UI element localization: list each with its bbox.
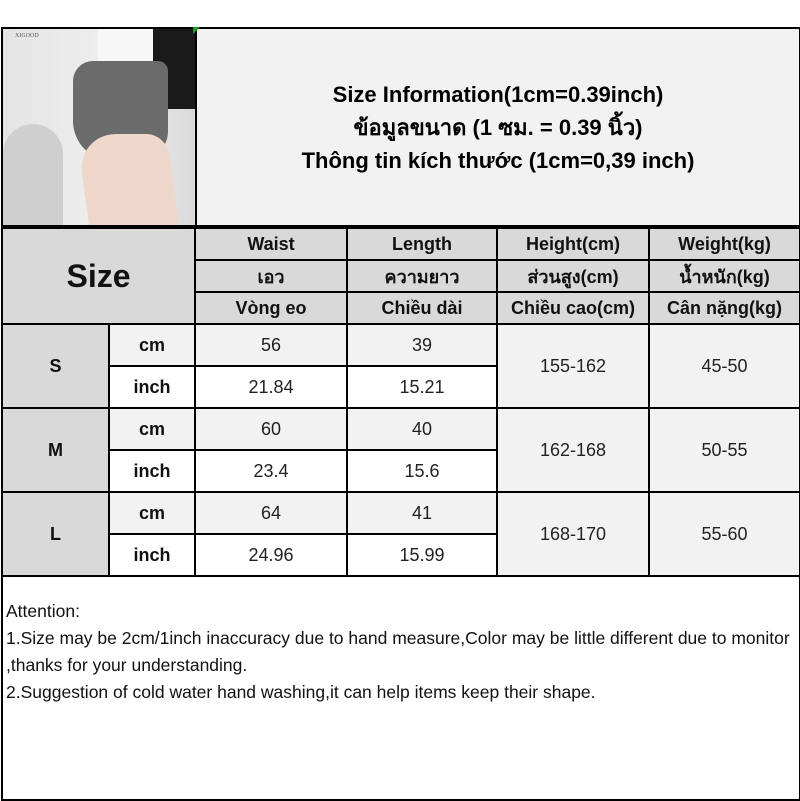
table-row: inch 23.4 15.6: [3, 449, 799, 493]
unit-label: inch: [109, 533, 196, 577]
weight-cell: 50-55: [648, 407, 799, 493]
title-english: Size Information(1cm=0.39inch): [332, 81, 664, 107]
column-header: Length: [346, 227, 498, 261]
column-header: Vòng eo: [195, 291, 348, 325]
length-cell: 39: [346, 323, 498, 367]
column-header: Waist: [194, 227, 348, 261]
table-row: M cm 60 40 162-168 50-55: [3, 407, 799, 493]
attention-heading: Attention:: [6, 601, 80, 621]
unit-label: cm: [108, 323, 196, 367]
length-cell: 40: [346, 407, 498, 451]
size-label: L: [3, 491, 110, 577]
watermark: XIGOOD: [15, 33, 39, 39]
attention-note: 2.Suggestion of cold water hand washing,…: [6, 682, 596, 702]
unit-label: cm: [108, 491, 196, 535]
column-header: Height(cm): [496, 227, 650, 261]
weight-cell: 45-50: [648, 323, 799, 409]
header-section: XIGOOD Size Information(1cm=0.39inch) ข้…: [3, 29, 799, 227]
unit-label: inch: [109, 365, 196, 409]
size-table: Size Waist Length Height(cm) Weight(kg) …: [3, 227, 799, 577]
waist-cell: 24.96: [194, 533, 348, 577]
weight-cell: 55-60: [648, 491, 799, 577]
column-header: ความยาว: [346, 259, 498, 293]
column-header: น้ำหนัก(kg): [648, 259, 799, 293]
size-label: S: [3, 323, 110, 409]
length-cell: 41: [346, 491, 498, 535]
table-row: L cm 64 41 168-170 55-60: [3, 491, 799, 577]
title-thai: ข้อมูลขนาด (1 ซม. = 0.39 นิ้ว): [353, 114, 643, 140]
length-cell: 15.21: [346, 365, 497, 409]
title-vietnamese: Thông tin kích thước (1cm=0,39 inch): [301, 147, 695, 173]
column-header: Chiều dài: [346, 291, 498, 325]
attention-note: 1.Size may be 2cm/1inch inaccuracy due t…: [6, 628, 790, 675]
size-chart: XIGOOD Size Information(1cm=0.39inch) ข้…: [1, 27, 800, 801]
height-cell: 162-168: [496, 407, 650, 493]
waist-cell: 56: [194, 323, 348, 367]
corner-marker: [193, 27, 200, 34]
table-row: inch 24.96 15.99: [3, 533, 799, 577]
unit-label: inch: [109, 449, 196, 493]
size-label: M: [3, 407, 110, 493]
column-header: เอว: [195, 259, 348, 293]
column-header: Weight(kg): [648, 227, 799, 261]
waist-cell: 64: [194, 491, 348, 535]
header-row-vietnamese: Vòng eo Chiều dài Chiều cao(cm) Cân nặng…: [3, 291, 799, 325]
column-header: ส่วนสูง(cm): [496, 259, 650, 293]
length-cell: 15.99: [346, 533, 497, 577]
product-photo: XIGOOD: [3, 29, 197, 225]
length-cell: 15.6: [346, 449, 497, 493]
waist-cell: 60: [194, 407, 348, 451]
table-row: S cm 56 39 155-162 45-50: [3, 323, 799, 409]
unit-label: cm: [108, 407, 196, 451]
height-cell: 155-162: [496, 323, 650, 409]
size-header: Size: [3, 227, 196, 325]
table-row: inch 21.84 15.21: [3, 365, 799, 409]
column-header: Cân nặng(kg): [648, 291, 799, 325]
title-block: Size Information(1cm=0.39inch) ข้อมูลขนา…: [197, 29, 799, 225]
waist-cell: 21.84: [194, 365, 348, 409]
waist-cell: 23.4: [194, 449, 348, 493]
column-header: Chiều cao(cm): [496, 291, 650, 325]
header-row-thai: เอว ความยาว ส่วนสูง(cm) น้ำหนัก(kg): [3, 259, 799, 293]
height-cell: 168-170: [496, 491, 650, 577]
attention-notes: Attention: 1.Size may be 2cm/1inch inacc…: [3, 595, 799, 709]
header-row-english: Size Waist Length Height(cm) Weight(kg): [3, 227, 799, 325]
